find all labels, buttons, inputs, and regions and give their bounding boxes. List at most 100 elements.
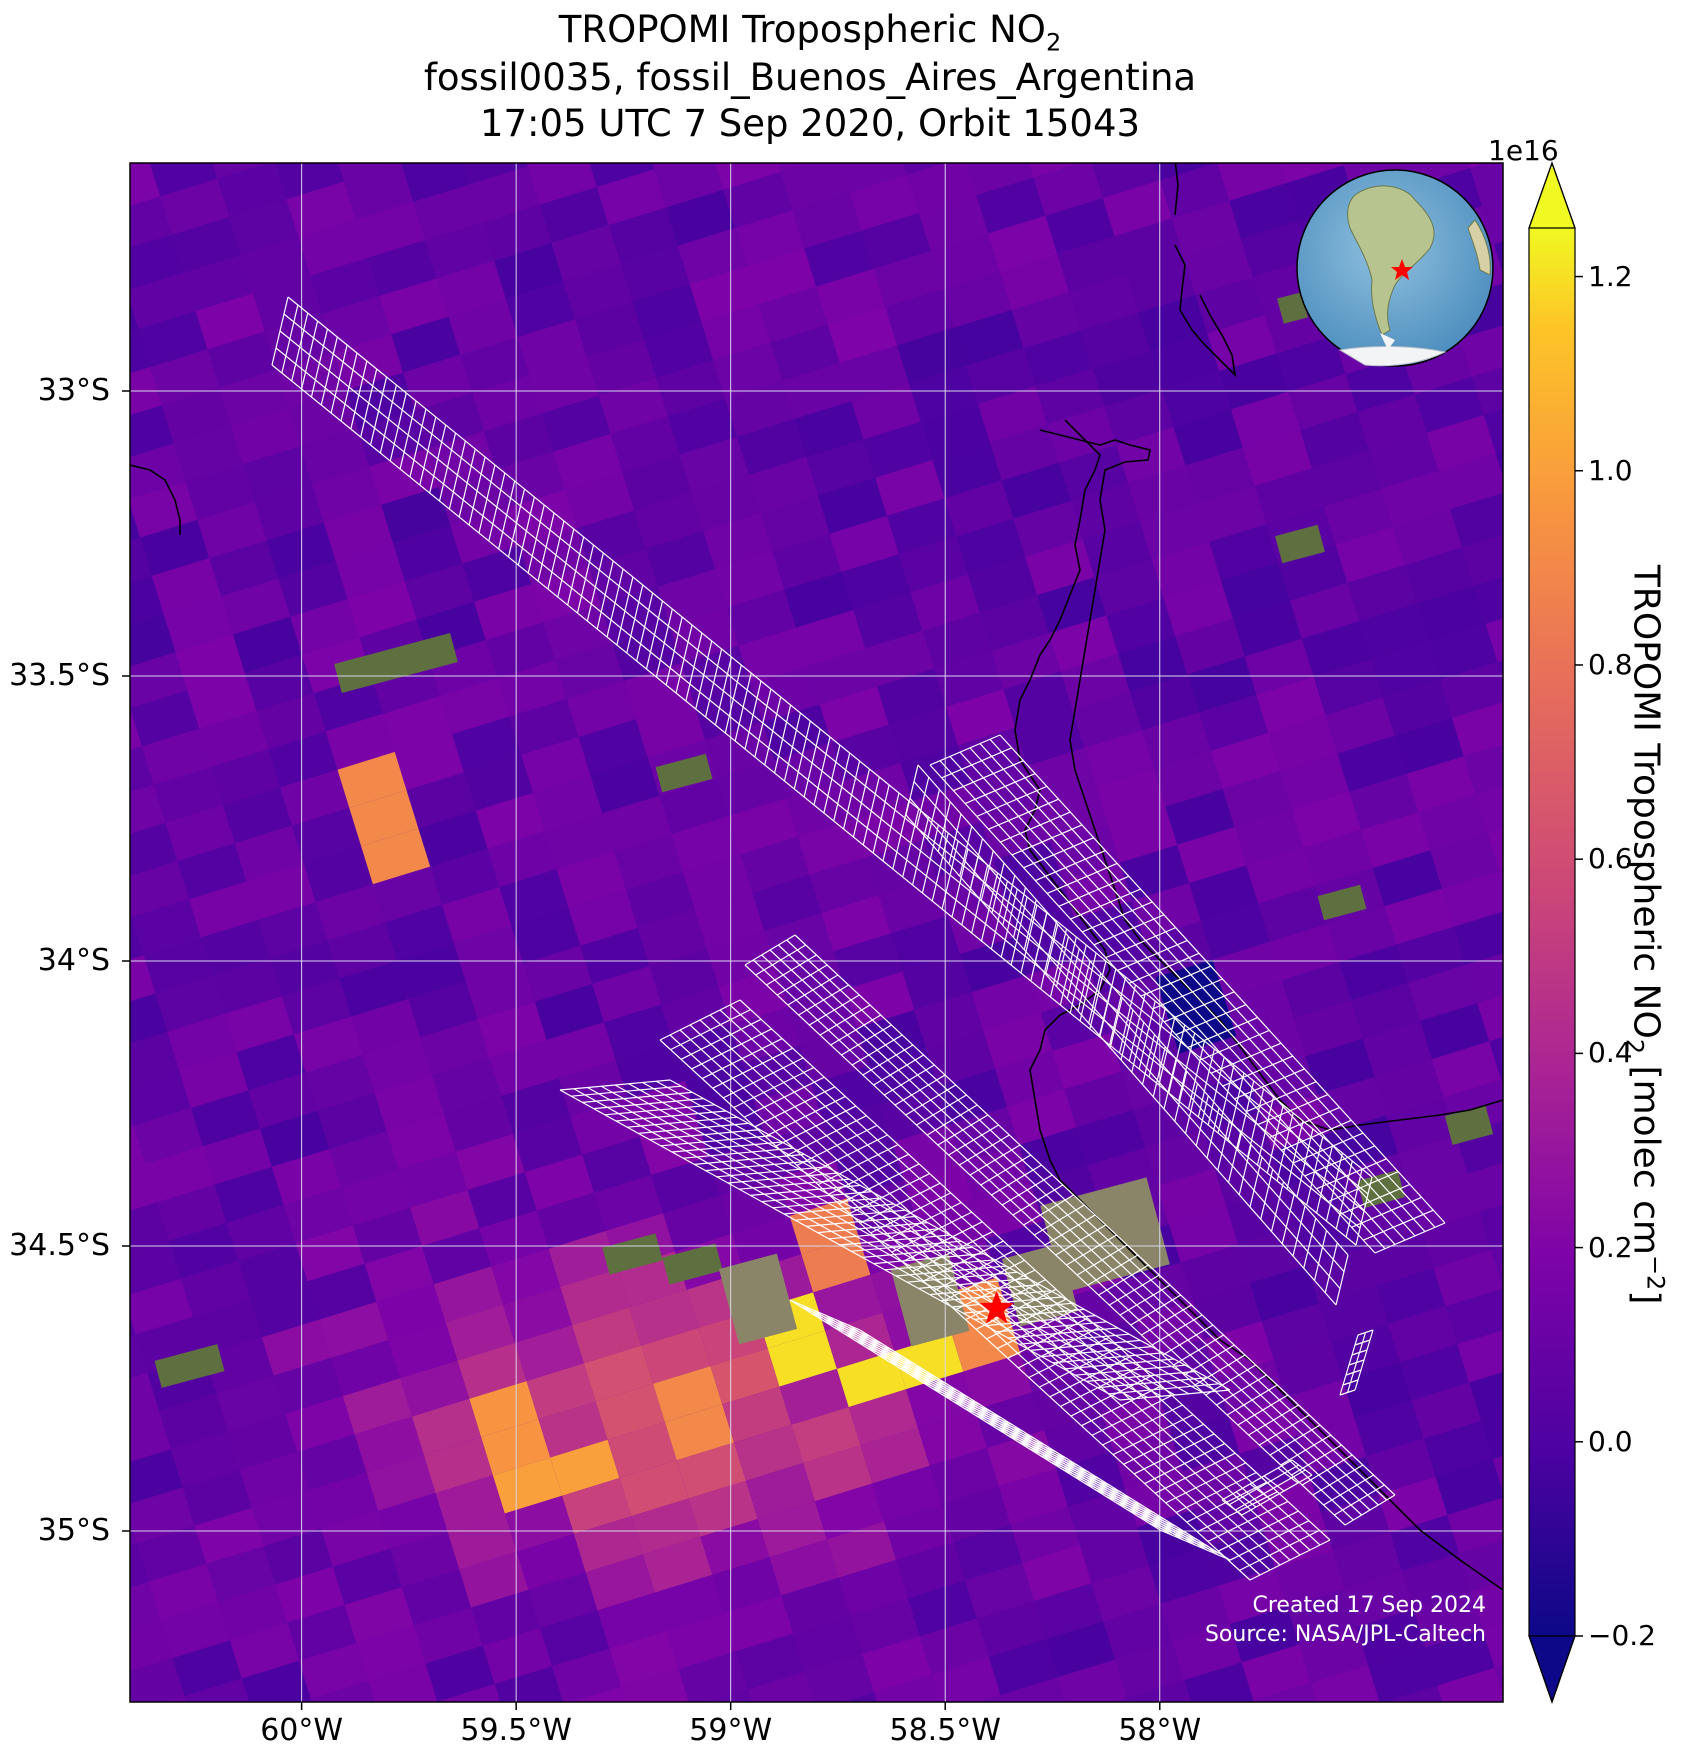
no2-pixel [1246, 847, 1316, 904]
colorbar-extend-min [1528, 1635, 1576, 1704]
no2-pixel [1175, 618, 1245, 675]
no2-pixel [803, 1445, 873, 1502]
colorbar-tick-label: 1.2 [1588, 259, 1633, 293]
no2-pixel [1437, 1667, 1503, 1702]
no2-pixel [275, 1566, 345, 1623]
no2-pixel [659, 777, 729, 834]
no2-pixel [140, 519, 210, 576]
no2-pixel [130, 784, 166, 834]
no2-pixel [978, 1695, 1003, 1702]
no2-pixel [539, 187, 609, 243]
no2-pixel [130, 1069, 191, 1126]
no2-pixel [1256, 677, 1326, 733]
no2-pixel [130, 917, 144, 960]
no2-pixel [462, 545, 532, 602]
no2-pixel [1404, 547, 1474, 604]
no2-pixel [1477, 995, 1503, 1042]
no2-pixel [241, 1660, 311, 1702]
no2-pixel [169, 1222, 239, 1279]
no2-pixel [130, 1372, 160, 1421]
no2-pixel [752, 874, 822, 931]
no2-pixel [700, 1519, 770, 1575]
no2-pixel [207, 331, 277, 388]
no2-pixel [70, 1714, 139, 1752]
no2-pixel [167, 1013, 237, 1070]
no2-pixel [1192, 1283, 1262, 1339]
no2-pixel [1411, 1382, 1481, 1439]
no2-pixel [263, 1528, 333, 1585]
no2-pixel [1057, 1659, 1127, 1702]
no2-pixel [1001, 462, 1071, 519]
no2-pixel [1010, 1506, 1080, 1563]
no2-pixel [1398, 1135, 1468, 1192]
no2-pixel [189, 881, 259, 938]
target-grid [1339, 1329, 1374, 1396]
no2-pixel [130, 405, 174, 458]
no2-pixel [1212, 941, 1282, 998]
no2-pixel [384, 904, 454, 961]
no2-pixel [794, 401, 864, 458]
no2-pixel [1064, 1071, 1134, 1128]
no2-pixel [524, 1154, 594, 1211]
colorbar-exponent: 1e16 [1488, 134, 1559, 167]
no2-pixel [614, 833, 684, 890]
no2-pixel [160, 1602, 230, 1659]
no2-pixel [1116, 427, 1186, 484]
no2-pixel [597, 1592, 667, 1649]
no2-pixel [404, 563, 474, 620]
no2-pixel [130, 652, 188, 709]
no2-pixel [608, 207, 678, 264]
target-grid [929, 734, 1446, 1254]
no2-pixel [573, 93, 642, 149]
no2-pixel [361, 828, 431, 885]
no2-pixel [1241, 221, 1311, 278]
no2-pixel [1506, 1688, 1575, 1744]
no2-pixel [1131, 883, 1201, 939]
no2-pixel [1368, 1647, 1438, 1702]
no2-pixel [860, 1427, 930, 1484]
no2-pixel [1092, 350, 1162, 407]
no2-pixel [898, 536, 968, 593]
no2-pixel [381, 487, 451, 544]
no2-pixel [1258, 885, 1328, 942]
no2-pixel [735, 1633, 805, 1690]
no2-pixel [607, 1422, 677, 1478]
colorbar-tick-label: 0.2 [1588, 1230, 1633, 1264]
no2-pixel [1253, 1682, 1317, 1702]
no2-pixel [1442, 870, 1503, 927]
no2-pixel [953, 1524, 1023, 1581]
no2-pixel [1447, 1497, 1503, 1554]
no2-pixel [826, 98, 895, 154]
no2-pixel [1489, 1037, 1503, 1080]
no2-pixel [393, 525, 463, 582]
no2-pixel [734, 1424, 804, 1481]
no2-pixel [1113, 1433, 1183, 1489]
no2-pixel [46, 214, 115, 270]
no2-pixel [501, 1078, 571, 1135]
no2-pixel [292, 807, 362, 864]
no2-pixel [897, 327, 967, 384]
no2-pixel [305, 1054, 375, 1111]
credit-created: Created 17 Sep 2024 [1253, 1593, 1487, 1618]
satellite-patch [334, 632, 458, 694]
no2-pixel [809, 857, 879, 914]
no2-pixel [874, 1674, 940, 1702]
no2-pixel [471, 1589, 541, 1646]
colorbar-label-superscript: −2 [1641, 1254, 1670, 1291]
no2-pixel [583, 1345, 654, 1402]
target-footprint-grids [271, 296, 1446, 1581]
no2-pixel [942, 271, 1012, 328]
no2-pixel [806, 439, 876, 496]
no2-pixel [130, 1240, 181, 1295]
no2-pixel [917, 1409, 987, 1466]
no2-pixel [194, 85, 263, 141]
no2-pixel [592, 966, 662, 1023]
no2-pixel [758, 286, 828, 343]
colorbar-tick-label: 1.0 [1588, 453, 1633, 487]
no2-pixel [256, 693, 326, 750]
no2-pixel [418, 810, 488, 867]
no2-pixel [526, 1363, 596, 1420]
no2-pixel [1200, 903, 1270, 960]
no2-pixel [1394, 718, 1464, 774]
lon-tick-label: 58.5°W [889, 1713, 1001, 1748]
